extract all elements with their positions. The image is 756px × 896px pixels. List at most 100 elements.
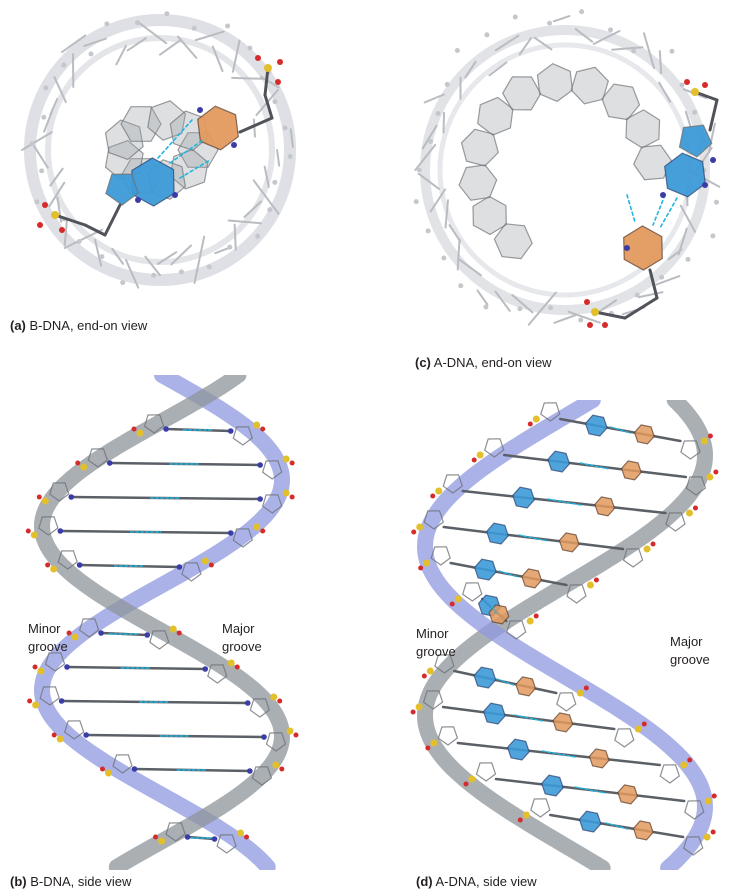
backbone-bond — [94, 238, 103, 267]
phosphorus-atom — [468, 775, 476, 783]
nitrogen-atom — [135, 197, 141, 203]
sugar-ring — [262, 494, 283, 514]
purine-ring — [541, 774, 564, 797]
nitrogen-atom — [261, 734, 267, 740]
oxygen-atom — [687, 757, 693, 763]
stacked-base-ring — [570, 66, 609, 105]
backbone-atom — [29, 141, 35, 147]
hydrogen-bond — [496, 678, 515, 686]
oxygen-atom — [527, 421, 533, 427]
b-major-groove-label: Major groove — [222, 620, 262, 656]
panel-d-a-dna-side — [405, 400, 740, 870]
oxygen-atom — [260, 528, 266, 534]
oxygen-atom — [449, 601, 455, 607]
caption-b-text: B-DNA, side view — [30, 874, 132, 889]
oxygen-atom — [411, 529, 417, 535]
purine-ring — [584, 414, 608, 437]
sugar-ring — [216, 834, 237, 854]
stacked-base-ring — [104, 119, 144, 161]
phosphorus-atom — [416, 523, 424, 531]
backbone-bond — [448, 224, 462, 243]
sugar-ring — [207, 664, 228, 684]
stacked-base-ring — [601, 83, 641, 121]
backbone-atom — [255, 233, 261, 239]
sugar-ring — [112, 754, 133, 774]
sugar-ring — [232, 528, 254, 548]
sugar-ring — [38, 516, 59, 536]
nitrogen-atom — [202, 666, 209, 672]
phosphorus-atom — [704, 797, 712, 805]
nitrogen-atom — [257, 462, 263, 468]
nitrogen-atom — [247, 768, 253, 774]
oxygen-atom — [131, 426, 137, 432]
phosphorus-atom — [264, 64, 272, 72]
backbone-atom — [483, 304, 489, 310]
phosphorus-atom — [591, 308, 599, 316]
panel-b-b-dna-side — [10, 375, 315, 870]
nitrogen-atom — [76, 562, 83, 568]
phosphorus-atom — [136, 429, 144, 437]
backbone-atom — [517, 306, 523, 312]
phosphorus-atom — [253, 523, 261, 531]
backbone-bond — [33, 145, 49, 169]
backbone-atom — [99, 254, 105, 260]
hydrogen-bond — [498, 570, 519, 578]
backbone-bond — [642, 32, 656, 70]
hydrogen-bond — [157, 119, 193, 159]
phosphorus-atom — [282, 489, 290, 497]
backbone-bond — [49, 97, 59, 116]
backbone-bond — [176, 35, 198, 59]
backbone-bond — [553, 313, 577, 324]
d-major-label-line1: Major — [670, 634, 703, 649]
oxygen-atom — [66, 630, 72, 636]
sugar-bond — [648, 268, 659, 300]
oxygen-atom — [587, 322, 593, 328]
sugar-ring — [165, 822, 186, 842]
caption-a-text: B-DNA, end-on view — [29, 318, 148, 333]
phosphorus-atom — [706, 473, 714, 481]
a-dna-end-on-molecule — [413, 9, 721, 328]
backbone-atom — [713, 199, 719, 205]
stacked-base-ring — [633, 144, 673, 181]
backbone-atom — [458, 283, 464, 289]
oxygen-atom — [36, 494, 42, 500]
sugar-bond — [708, 98, 719, 132]
purine-five-ring — [678, 124, 713, 158]
purine-ring — [486, 522, 509, 545]
phosphorus-atom — [32, 701, 40, 709]
oxygen-atom — [260, 426, 266, 432]
sugar-ring — [44, 652, 66, 672]
sugar-ring — [434, 654, 455, 674]
backbone-atom — [631, 48, 637, 54]
oxygen-atom — [702, 82, 708, 88]
oxygen-atom — [45, 562, 51, 568]
sugar-ring — [49, 482, 70, 502]
sugar-ring — [265, 732, 287, 752]
sugar-ring — [149, 630, 170, 650]
oxygen-atom — [463, 781, 469, 787]
sugar-ring — [87, 448, 109, 468]
backbone-bond — [655, 275, 681, 286]
nitrogen-atom — [244, 700, 251, 706]
phosphorus-atom — [270, 693, 278, 701]
backbone-atom — [267, 207, 273, 213]
backbone-atom — [272, 99, 278, 105]
b-major-label-line2: groove — [222, 639, 262, 654]
backbone-bond — [63, 218, 68, 247]
sugar-ring — [422, 690, 444, 710]
phosphorus-atom — [80, 463, 88, 471]
backbone-bond — [61, 34, 87, 54]
sugar-bond — [263, 66, 270, 97]
hydrogen-bond — [652, 194, 666, 226]
backbone-bond — [552, 15, 571, 23]
nitrogen-atom — [184, 834, 191, 840]
backbone-bond — [494, 290, 511, 312]
a-dna-side-molecule — [410, 400, 719, 870]
sugar-bond — [83, 223, 107, 237]
sugar-ring — [437, 726, 459, 746]
oxygen-atom — [517, 817, 523, 823]
backbone-bond — [211, 45, 224, 73]
hydrogen-bond — [514, 714, 544, 722]
nitrogen-atom — [702, 182, 708, 188]
oxygen-atom — [593, 577, 599, 583]
